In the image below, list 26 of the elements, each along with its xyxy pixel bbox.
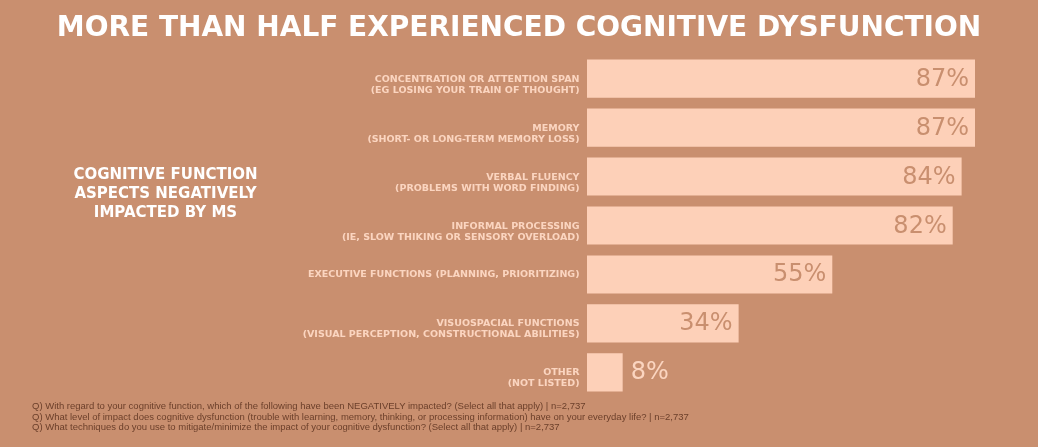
data-label: 87% xyxy=(915,112,969,141)
bar xyxy=(587,59,975,98)
text: Q) With regard to your cognitive function, which of the following have been NEGATIVELY impacted? (Select all that apply) | n=2,737 xyxy=(32,400,586,411)
bar xyxy=(587,108,975,147)
y-tick-label: OTHER (NOT LISTED) xyxy=(507,366,581,389)
data-label: 84% xyxy=(902,161,956,190)
data-label: 82% xyxy=(893,210,947,239)
y-tick-label: EXECUTIVE FUNCTIONS (PLANNING, PRIORITIZING) xyxy=(307,268,580,280)
y-axis-title: COGNITIVE FUNCTION ASPECTS NEGATIVELY IMPACTED BY MS xyxy=(73,165,258,222)
chart-title: MORE THAN HALF EXPERIENCED COGNITIVE DYSFUNCTION xyxy=(56,10,982,43)
data-label: 87% xyxy=(915,63,969,92)
y-tick-label: MEMORY (SHORT- OR LONG-TERM MEMORY LOSS) xyxy=(367,121,580,144)
bar xyxy=(587,206,953,245)
text: Q) What techniques do you use to mitigate/minimize the impact of your cognitive dysfunction? (Select all that apply) | n=2,737 xyxy=(32,421,560,432)
bar xyxy=(587,304,739,343)
y-tick-label: VISUOSPACIAL FUNCTIONS (VISUAL PERCEPTION, CONSTRUCTIONAL ABILITIES) xyxy=(302,317,580,340)
bar xyxy=(587,353,623,392)
y-tick-label: CONCENTRATION OR ATTENTION SPAN (EG LOSING YOUR TRAIN OF THOUGHT) xyxy=(370,72,580,95)
data-label: 34% xyxy=(679,308,733,337)
data-label: 8% xyxy=(630,357,669,386)
bar xyxy=(587,255,833,294)
text: Q) What level of impact does cognitive dysfunction (trouble with learning, memory, thinking, or processing information) have on your everyday life? | n=2,737 xyxy=(32,410,689,422)
y-tick-label: VERBAL FLUENCY (PROBLEMS WITH WORD FINDING) xyxy=(395,170,580,193)
data-label: 55% xyxy=(772,259,827,288)
bar xyxy=(587,157,962,196)
y-tick-label: INFORMAL PROCESSING (IE, SLOW THIKING OR SENSORY OVERLOAD) xyxy=(341,219,580,242)
